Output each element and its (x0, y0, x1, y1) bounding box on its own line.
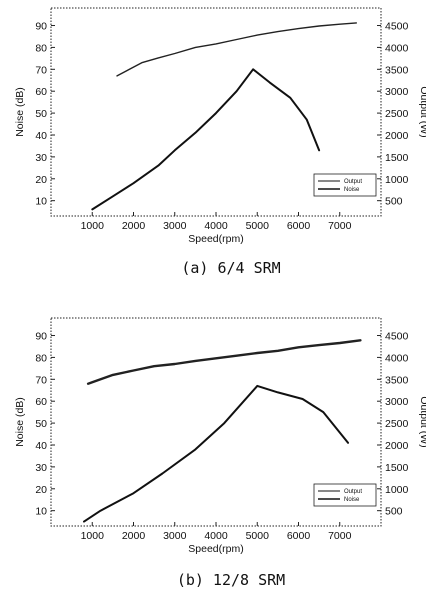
x-tick-label: 7000 (328, 220, 352, 232)
y2-tick-label: 500 (385, 506, 403, 518)
y-tick-label: 50 (35, 108, 47, 120)
x-tick-label: 4000 (204, 220, 228, 232)
y2-tick-label: 4500 (385, 331, 409, 343)
x-tick-label: 4000 (204, 530, 228, 542)
y-tick-label: 20 (35, 484, 47, 496)
y-tick-label: 70 (35, 64, 47, 76)
series-line-noise (83, 384, 349, 523)
x-tick-label: 1000 (81, 220, 105, 232)
y2-tick-label: 2000 (385, 440, 409, 452)
legend-label-output: Output (344, 179, 362, 185)
y-tick-label: 90 (35, 331, 47, 343)
x-tick-label: 3000 (163, 530, 187, 542)
legend-box (313, 173, 377, 197)
legend-label-noise: Noise (344, 187, 360, 193)
y2-tick-label: 1500 (385, 462, 409, 474)
y2-tick-label: 4500 (385, 21, 409, 33)
legend-label-noise: Noise (344, 497, 360, 503)
x-tick-label: 6000 (287, 530, 311, 542)
x-axis-label: Speed(rpm) (188, 543, 243, 555)
y2-tick-label: 1500 (385, 152, 409, 164)
series-line-output (86, 339, 362, 385)
chart-panel-2: 1000 2000 3000 4000 5000 6000 7000 10 20 30 40 50 60… (14, 317, 426, 589)
y2-tick-label: 2000 (385, 130, 409, 142)
y2-tick-label: 1000 (385, 484, 409, 496)
y2-tick-label: 2500 (385, 108, 409, 120)
legend: Output Noise (313, 173, 377, 197)
y-tick-label: 30 (35, 462, 47, 474)
y2-axis-label: Output (W) (418, 86, 426, 137)
x-tick-label: 7000 (328, 530, 352, 542)
series-line-noise (91, 68, 321, 211)
legend-label-output: Output (344, 489, 362, 495)
series-line-output (116, 22, 357, 77)
x-tick-label: 3000 (163, 220, 187, 232)
x-tick-label: 5000 (246, 220, 270, 232)
y-tick-label: 90 (35, 21, 47, 33)
x-tick-label: 2000 (122, 530, 146, 542)
y2-tick-label: 3000 (385, 86, 409, 98)
y2-tick-label: 3500 (385, 374, 409, 386)
y-tick-label: 70 (35, 374, 47, 386)
x-tick-label: 2000 (122, 220, 146, 232)
y-tick-label: 80 (35, 42, 47, 54)
figure-caption: (a) 6/4 SRM (181, 259, 280, 277)
x-tick-label: 1000 (81, 530, 105, 542)
x-tick-label: 6000 (287, 220, 311, 232)
y2-tick-label: 3000 (385, 396, 409, 408)
y-tick-label: 10 (35, 196, 47, 208)
x-axis-label: Speed(rpm) (188, 233, 243, 245)
y-tick-label: 30 (35, 152, 47, 164)
y-axis-label: Noise (dB) (14, 87, 26, 137)
y-tick-label: 80 (35, 352, 47, 364)
y-axis-label: Noise (dB) (14, 397, 26, 447)
legend-box (313, 483, 377, 507)
y-tick-label: 20 (35, 174, 47, 186)
y2-tick-label: 4000 (385, 42, 409, 54)
y2-tick-label: 500 (385, 196, 403, 208)
y-tick-label: 10 (35, 506, 47, 518)
y2-tick-label: 1000 (385, 174, 409, 186)
figure-caption: (b) 12/8 SRM (177, 571, 285, 589)
legend: Output Noise (313, 483, 377, 507)
y2-tick-label: 2500 (385, 418, 409, 430)
x-tick-label: 5000 (246, 530, 270, 542)
y2-tick-label: 3500 (385, 64, 409, 76)
y-tick-label: 40 (35, 130, 47, 142)
y-tick-label: 50 (35, 418, 47, 430)
y-tick-label: 60 (35, 86, 47, 98)
y2-axis-label: Output (W) (418, 396, 426, 447)
y-tick-label: 40 (35, 440, 47, 452)
y-tick-label: 60 (35, 396, 47, 408)
y2-tick-label: 4000 (385, 352, 409, 364)
chart-panel-1: 1000 2000 3000 4000 5000 6000 7000 10 20 30 40 50 60… (14, 7, 426, 277)
